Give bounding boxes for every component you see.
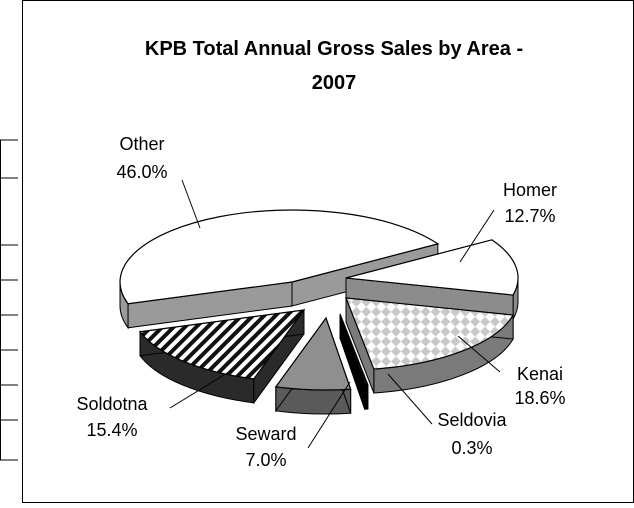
pie-slice-top-kenai: [345, 297, 515, 370]
slice-value-kenai: 18.6%: [514, 388, 565, 408]
chart-title-line-2: 2007: [312, 72, 357, 94]
slice-label-kenai: Kenai: [517, 364, 563, 384]
pie-slice-top-homer: [345, 239, 519, 296]
slice-value-soldotna: 15.4%: [86, 420, 137, 440]
pie-slice-kenai: [345, 297, 515, 394]
leader-line-kenai: [457, 335, 501, 373]
leader-line-soldotna: [169, 369, 233, 409]
slice-value-other: 46.0%: [116, 162, 167, 182]
pie-slice-soldotna: [138, 308, 306, 405]
slice-value-seldovia: 0.3%: [451, 438, 492, 458]
pie-slice-top-other: [119, 209, 440, 305]
pie-slice-top-soldotna: [138, 309, 306, 380]
slice-value-homer: 12.7%: [504, 206, 555, 226]
slice-label-soldotna: Soldotna: [76, 394, 148, 414]
slice-label-seward: Seward: [235, 424, 296, 444]
pie-slice-seldovia: [339, 313, 369, 410]
leader-line-other: [181, 179, 201, 229]
pie-slice-top-seward: [274, 316, 352, 391]
slice-label-seldovia: Seldovia: [437, 410, 507, 430]
slice-label-other: Other: [119, 134, 164, 154]
slice-value-seward: 7.0%: [245, 450, 286, 470]
leader-line-homer: [459, 209, 495, 263]
leader-line-seward: [307, 381, 351, 449]
spreadsheet-grid-fragment: [0, 0, 18, 503]
chart-title-line-1: KPB Total Annual Gross Sales by Area -: [145, 38, 523, 60]
leader-line-seldovia: [387, 373, 433, 425]
pie-slice-seward: [274, 316, 352, 415]
slice-label-homer: Homer: [503, 180, 557, 200]
pie-slice-top-seldovia: [339, 313, 369, 386]
